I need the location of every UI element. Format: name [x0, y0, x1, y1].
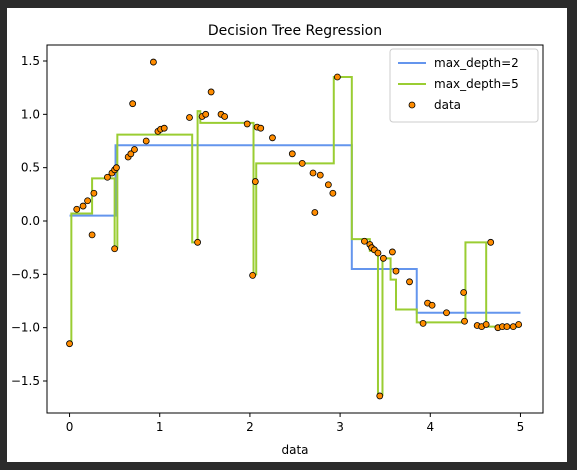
data-point	[379, 254, 387, 262]
data-point	[376, 392, 384, 400]
x-tick-label: 3	[336, 420, 344, 434]
data-point	[113, 164, 120, 172]
series-line-max-depth-2	[69, 144, 521, 314]
data-point	[207, 88, 215, 96]
data-point	[88, 231, 96, 239]
data-point	[487, 238, 495, 246]
data-point	[186, 114, 193, 121]
legend-label: data	[434, 98, 461, 112]
x-tick-label: 5	[517, 420, 525, 434]
data-point	[221, 113, 229, 120]
data-point	[443, 309, 450, 317]
data-point	[298, 159, 306, 167]
y-tick-label: −0.5	[11, 267, 40, 281]
data-point	[129, 100, 137, 108]
data-point	[73, 205, 81, 213]
data-point	[329, 189, 337, 197]
data-point	[392, 267, 400, 275]
legend-label: max_depth=2	[434, 56, 519, 70]
data-point	[388, 248, 396, 256]
plot-area: 0 1 2 3 4 5 −1.5 −1.0 −0.5 0.0 0.5 1.0 1.5	[11, 44, 544, 434]
x-axis-label: data	[281, 443, 308, 457]
decision-tree-chart: Decision Tree Regression 0 1 2 3 4 5 −1.5 −1.0 −…	[11, 23, 544, 457]
data-point	[503, 323, 511, 331]
data-point	[257, 124, 265, 132]
data-point	[202, 110, 210, 118]
data-point	[142, 137, 150, 145]
data-point	[131, 146, 138, 153]
legend-box	[389, 48, 539, 123]
data-point	[460, 289, 468, 296]
data-point	[419, 319, 427, 327]
data-point	[66, 340, 73, 348]
data-point	[461, 317, 468, 325]
data-point	[160, 124, 168, 132]
data-point	[361, 237, 368, 245]
y-tick-label: 0.0	[21, 214, 40, 228]
x-tick-label: 0	[66, 420, 74, 434]
x-tick-label: 4	[426, 420, 434, 434]
data-point	[309, 169, 317, 177]
legend-label: max_depth=5	[434, 77, 519, 91]
data-point	[406, 278, 413, 286]
x-tick-label: 2	[246, 420, 254, 434]
data-point	[194, 238, 202, 246]
data-point	[249, 271, 257, 279]
data-point	[374, 249, 382, 257]
figure: Decision Tree Regression 0 1 2 3 4 5 −1.5 −1.0 −…	[7, 8, 567, 462]
y-tick-label: 1.0	[21, 107, 40, 121]
series-line-max-depth-5	[69, 76, 521, 396]
data-point	[333, 73, 341, 81]
legend-marker-swatch	[408, 101, 416, 109]
data-point	[311, 209, 319, 216]
data-point	[150, 58, 157, 66]
y-tick-label: −1.5	[11, 374, 40, 388]
data-point	[428, 301, 436, 309]
data-point	[111, 245, 119, 253]
y-tick-label: −1.0	[11, 321, 40, 335]
data-point	[288, 150, 296, 158]
data-point	[515, 321, 523, 328]
data-point	[324, 181, 332, 189]
x-tick-label: 1	[156, 420, 164, 434]
data-point	[482, 321, 490, 328]
y-tick-label: 0.5	[21, 161, 40, 175]
data-point	[251, 178, 259, 185]
data-point	[79, 202, 87, 210]
data-point	[84, 197, 91, 205]
data-point	[104, 173, 111, 181]
chart-title: Decision Tree Regression	[208, 23, 382, 39]
y-tick-label: 1.5	[21, 54, 40, 68]
axes-frame	[46, 44, 544, 414]
data-point	[90, 189, 98, 197]
data-point	[243, 120, 251, 128]
data-point	[127, 150, 135, 158]
data-point	[316, 171, 324, 179]
data-point	[269, 134, 276, 142]
